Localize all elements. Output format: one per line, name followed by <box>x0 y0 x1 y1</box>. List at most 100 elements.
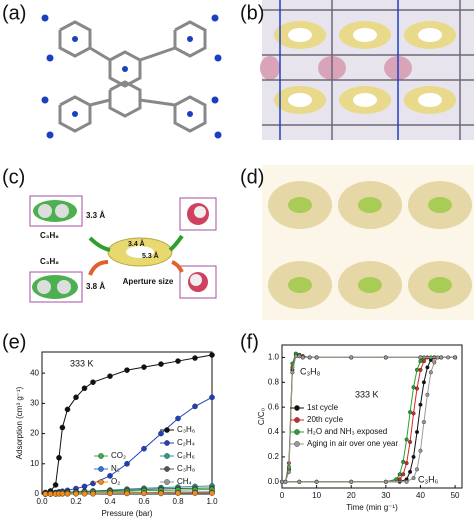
x-tick-label: 10 <box>312 491 321 500</box>
point <box>411 454 416 459</box>
point <box>411 385 416 390</box>
panel-label: (d) <box>240 166 264 188</box>
legend-label: C₂H₄ <box>177 438 195 447</box>
point <box>415 367 420 372</box>
legend-label: 20th cycle <box>307 415 344 424</box>
y-axis-label: C/C₀ <box>257 408 266 425</box>
legend-marker <box>294 417 300 423</box>
point <box>397 472 402 477</box>
panel-label: (e) <box>2 331 26 353</box>
y-tick-label: 0.0 <box>268 477 280 486</box>
legend-marker <box>164 427 170 433</box>
point <box>64 406 71 413</box>
x-tick-label: 0.6 <box>138 497 150 506</box>
point <box>421 359 426 364</box>
point <box>408 469 413 474</box>
point <box>59 424 66 431</box>
point <box>192 355 198 361</box>
annotation: 333 K <box>355 389 379 399</box>
point <box>175 415 181 422</box>
point <box>141 445 147 452</box>
x-tick-label: 20 <box>347 491 356 500</box>
legend-marker <box>294 429 300 435</box>
point <box>383 355 388 360</box>
point <box>175 490 181 496</box>
annotation: C₃H₆ <box>418 474 439 484</box>
y-tick-label: 0.2 <box>268 452 280 461</box>
x-tick-label: 0.2 <box>70 497 82 506</box>
legend-label: H₂O and NH₃ exposed <box>307 427 387 436</box>
point <box>397 477 402 482</box>
point <box>90 379 96 386</box>
series-line <box>45 354 213 493</box>
y-tick-label: 10 <box>30 459 39 468</box>
legend-marker <box>294 405 300 411</box>
legend-marker <box>164 479 170 485</box>
point <box>64 490 71 497</box>
x-axis-label: Pressure (bar) <box>101 509 152 518</box>
lattice-b <box>262 0 474 140</box>
size-label: 3.8 Å <box>86 282 105 291</box>
x-tick-label: 0.4 <box>104 497 116 506</box>
point <box>415 467 420 472</box>
point <box>418 448 423 453</box>
x-axis-label: Time (min g⁻¹) <box>346 503 398 512</box>
legend-marker <box>164 466 170 472</box>
legend-marker <box>98 466 104 472</box>
point <box>408 410 413 415</box>
point <box>411 476 416 481</box>
aperture-value: 3.4 Å <box>128 239 145 248</box>
packing-b <box>262 0 474 140</box>
point <box>421 420 426 425</box>
plot-frame <box>281 344 463 489</box>
y-tick-label: 0.4 <box>268 427 280 436</box>
point <box>280 479 285 484</box>
point <box>314 479 319 484</box>
legend-label: C₂H₆ <box>177 451 195 460</box>
point <box>47 491 54 497</box>
molecules-d <box>288 197 452 293</box>
point <box>42 491 49 497</box>
x-tick-label: 1.0 <box>206 497 218 506</box>
point <box>90 490 96 497</box>
point <box>297 354 302 359</box>
molecule-label: C₃H₈ <box>40 257 59 266</box>
point <box>81 490 88 497</box>
legend-marker <box>164 440 170 446</box>
point <box>415 386 420 391</box>
point <box>141 364 147 370</box>
aperture-value: 5.3 Å <box>142 251 159 260</box>
point <box>418 359 423 364</box>
point <box>418 367 423 372</box>
point <box>141 490 147 497</box>
legend-marker <box>294 441 300 447</box>
point <box>209 490 215 496</box>
legend-label: Aging in air over one year <box>307 439 399 448</box>
legend-label: C₃H₆ <box>177 425 195 434</box>
point <box>394 477 399 482</box>
point <box>290 370 295 375</box>
legend-label: C₃H₈ <box>177 464 195 473</box>
point <box>192 490 198 496</box>
point <box>411 411 416 416</box>
point <box>300 355 305 360</box>
point <box>415 430 420 435</box>
legend-label: 1st cycle <box>307 403 339 412</box>
point <box>56 454 62 461</box>
point <box>124 460 130 467</box>
point <box>435 355 440 360</box>
point <box>107 490 113 497</box>
legend-label: O₂ <box>111 477 120 486</box>
x-tick-label: 0.0 <box>36 497 48 506</box>
point <box>453 355 458 360</box>
panel-label: (a) <box>2 2 26 24</box>
point <box>439 355 444 360</box>
legend-marker <box>164 453 170 459</box>
point <box>418 402 423 407</box>
legend-marker <box>98 453 104 459</box>
point <box>421 380 426 385</box>
point <box>307 355 312 360</box>
y-tick-label: 0 <box>35 489 40 498</box>
point <box>52 482 59 488</box>
y-tick-label: 1.0 <box>268 353 280 362</box>
